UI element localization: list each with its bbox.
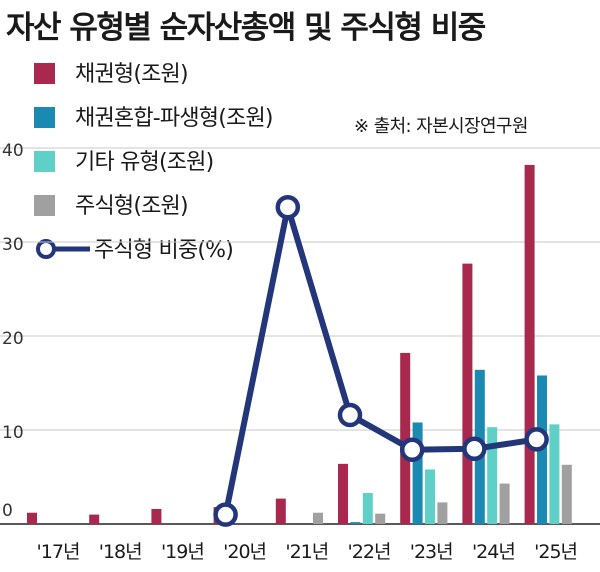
bar-other (425, 469, 435, 524)
legend-swatch-bond (34, 63, 55, 84)
bar-equity (437, 502, 448, 524)
bar-equity (313, 512, 323, 524)
x-tick-label: '23년 (410, 541, 453, 563)
bar-bond (27, 512, 37, 524)
bar-bond (338, 463, 348, 524)
legend-swatch-bond-mixed (34, 107, 55, 128)
bar-other (487, 427, 498, 524)
x-tick-label: '22년 (348, 541, 391, 563)
bar-equity (561, 464, 572, 524)
legend-swatch-equity (34, 195, 55, 216)
bar-bond-mixed (350, 522, 361, 524)
x-tick-label: '19년 (161, 541, 204, 563)
legend-label-equity: 주식형(조원) (75, 194, 189, 219)
bar-equity (375, 513, 386, 524)
x-tick-label: '24년 (472, 541, 515, 563)
bar-bond (89, 514, 100, 524)
legend-line-marker (36, 239, 90, 259)
bar-bond (275, 498, 286, 524)
x-tick-label: '21년 (285, 541, 328, 563)
bar-bond-mixed (412, 422, 423, 524)
bar-bond (151, 508, 162, 524)
legend-swatch-other (34, 151, 55, 172)
point-equity-share (524, 427, 549, 452)
point-equity-share (337, 402, 363, 428)
source-note: ※ 출처: 자본시장연구원 (354, 116, 528, 137)
bar-bond (524, 164, 535, 525)
y-tick-label: 0 (2, 501, 13, 521)
y-tick-label: 30 (2, 235, 24, 255)
y-tick-label: 20 (2, 329, 24, 349)
x-tick-label: '25년 (534, 541, 577, 563)
x-tick-label: '17년 (37, 541, 80, 563)
x-tick-label: '20년 (223, 541, 266, 563)
bar-bond (462, 263, 473, 524)
point-equity-share (275, 194, 301, 220)
bar-equity (499, 483, 510, 524)
point-equity-share (213, 502, 238, 527)
bar-other (362, 492, 373, 524)
bar-other (549, 424, 560, 524)
legend-label-other: 기타 유형(조원) (75, 150, 214, 175)
legend-label-bond: 채권형(조원) (75, 62, 189, 87)
bar-bond (400, 352, 411, 524)
chart-title: 자산 유형별 순자산총액 및 주식형 비중 (6, 10, 486, 46)
x-tick-label: '18년 (99, 541, 142, 563)
y-tick-label: 10 (2, 423, 24, 443)
legend-label-bond-mixed: 채권혼합-파생형(조원) (75, 106, 273, 131)
point-equity-share (399, 437, 425, 462)
y-tick-label: 40 (2, 141, 24, 161)
point-equity-share (462, 436, 487, 462)
